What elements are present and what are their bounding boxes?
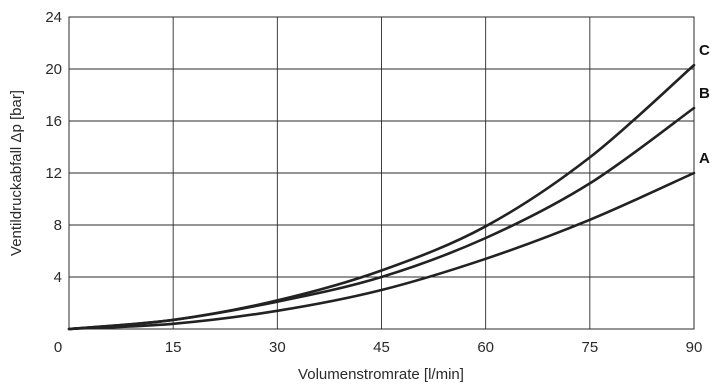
x-tick-label: 75 xyxy=(581,339,598,356)
series-labels: A B C xyxy=(699,42,710,167)
series-label-c: C xyxy=(699,42,710,59)
series-label-a: A xyxy=(699,150,710,167)
x-tick-label: 60 xyxy=(477,339,494,356)
y-tick-label: 12 xyxy=(45,165,62,182)
series-label-b: B xyxy=(699,85,710,102)
grid-lines xyxy=(69,17,694,329)
y-tick-label: 16 xyxy=(45,113,62,130)
y-tick-label: 20 xyxy=(45,61,62,78)
x-tick-label: 15 xyxy=(165,339,182,356)
y-axis-ticks: 4 8 12 16 20 24 xyxy=(45,9,62,286)
series-line-a xyxy=(67,171,696,331)
x-tick-label: 30 xyxy=(269,339,286,356)
x-tick-label: 90 xyxy=(686,339,703,356)
series-line-c xyxy=(67,63,696,331)
y-tick-label: 4 xyxy=(54,269,62,286)
x-tick-label: 0 xyxy=(54,339,62,356)
series-curves xyxy=(67,63,696,331)
x-tick-label: 45 xyxy=(373,339,390,356)
y-axis-label: Ventildruckabfall Δp [bar] xyxy=(8,90,25,256)
y-tick-label: 24 xyxy=(45,9,62,26)
x-axis-label: Volumenstromrate [l/min] xyxy=(298,366,464,383)
y-tick-label: 8 xyxy=(54,217,62,234)
x-axis-ticks: 0 15 30 45 60 75 90 xyxy=(54,339,703,356)
